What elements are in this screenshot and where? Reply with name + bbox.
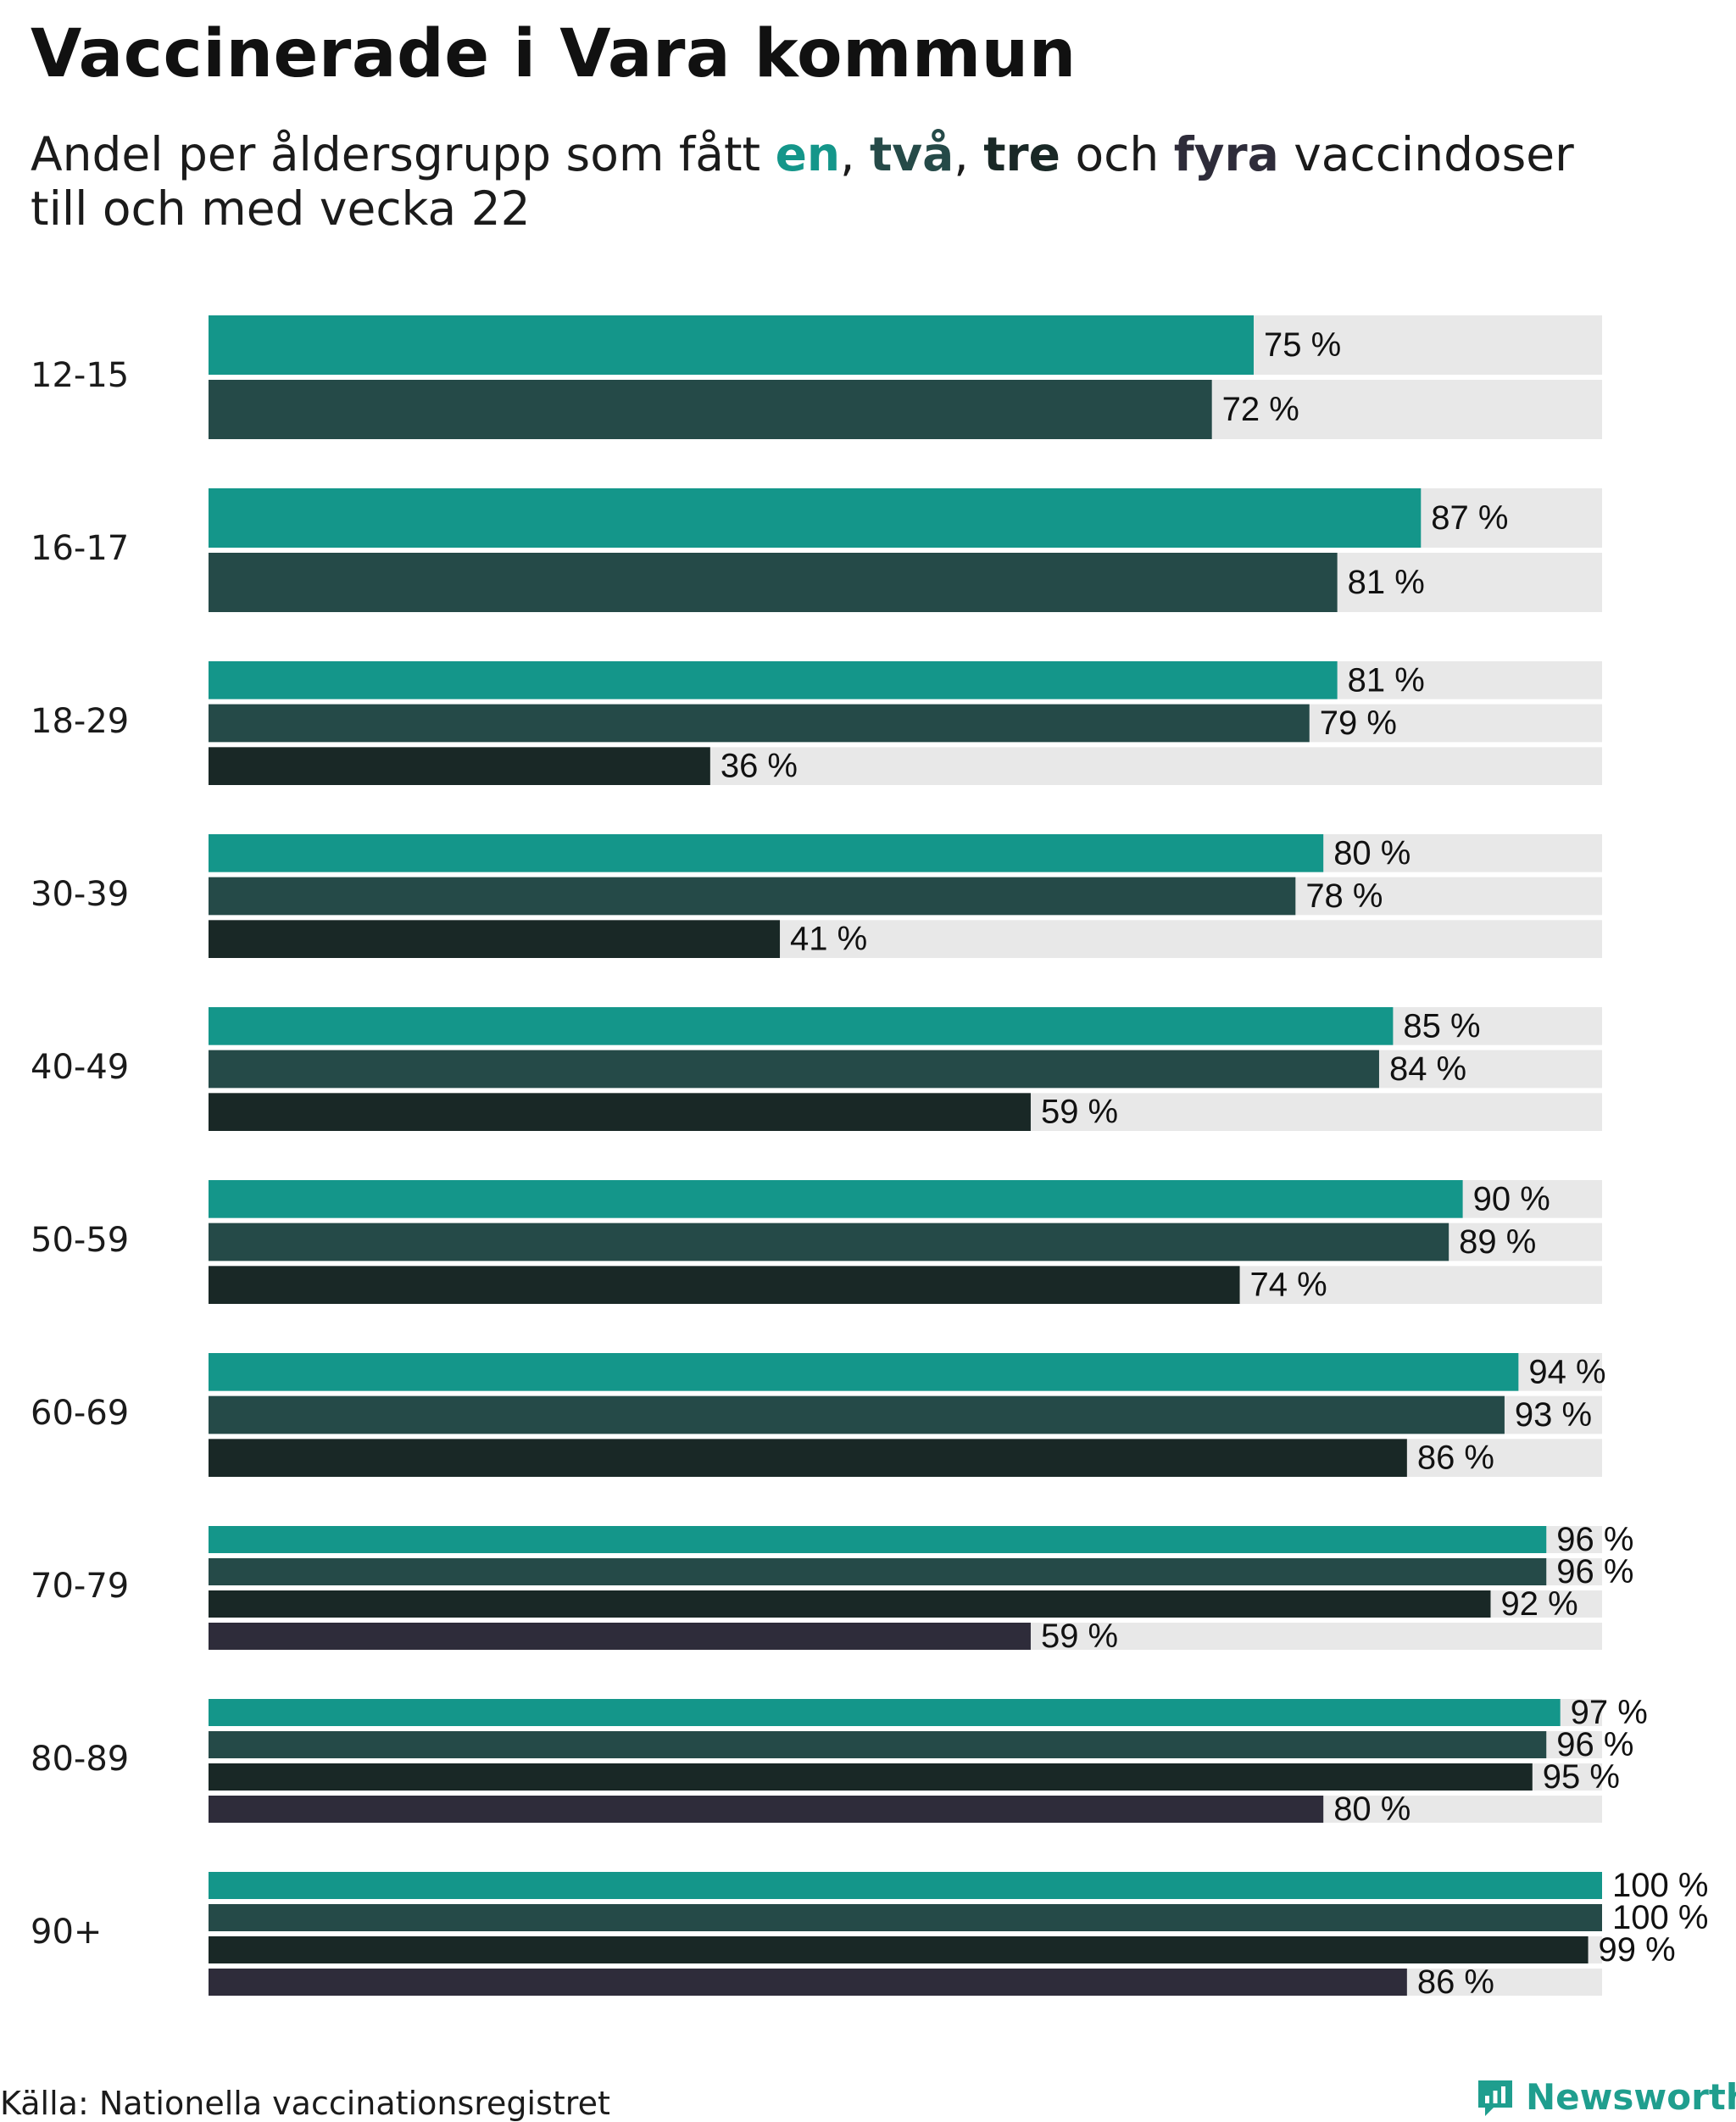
bar-12-15-en (209, 315, 1254, 375)
data-label-18-29-två: 79 % (1320, 705, 1397, 742)
bar-group-60-69: 60-69 94 % 93 % 86 % (31, 1353, 1606, 1477)
data-label-40-49-en: 85 % (1403, 1007, 1480, 1044)
category-label-12-15: 12-15 (31, 356, 129, 395)
bar-80-89-fyra (209, 1796, 1324, 1823)
data-label-60-69-två: 93 % (1515, 1396, 1592, 1434)
data-label-18-29-en: 81 % (1348, 661, 1425, 699)
data-label-90-två: 100 % (1612, 1899, 1708, 1936)
bar-30-39-en (209, 834, 1324, 872)
data-label-80-89-två: 96 % (1556, 1726, 1633, 1763)
legend-key-tre: tre (983, 127, 1060, 181)
data-label-16-17-en: 87 % (1431, 499, 1508, 537)
bar-40-49-en (209, 1007, 1394, 1045)
bar-12-15-två (209, 380, 1212, 439)
bar-30-39-tre (209, 920, 781, 958)
chart-subtitle: Andel per åldersgrupp som fått en, två, … (31, 127, 1574, 236)
subtitle-suffix: vaccindoser (1278, 127, 1574, 181)
subtitle-separator: , (954, 127, 984, 181)
bar-50-59-tre (209, 1266, 1240, 1304)
data-label-70-79-tre: 92 % (1500, 1585, 1577, 1623)
data-label-90-fyra: 86 % (1417, 1963, 1494, 2001)
chart-title: Vaccinerade i Vara kommun (31, 16, 1077, 92)
category-label-80-89: 80-89 (31, 1740, 129, 1779)
data-label-60-69-tre: 86 % (1417, 1440, 1494, 1477)
data-label-18-29-tre: 36 % (721, 748, 798, 785)
subtitle-line-2: till och med vecka 22 (31, 181, 531, 236)
bar-50-59-en (209, 1180, 1463, 1218)
data-label-90-tre: 99 % (1599, 1931, 1676, 1969)
source-note: Källa: Nationella vaccinationsregistret (0, 2085, 610, 2122)
category-label-70-79: 70-79 (31, 1567, 129, 1606)
data-label-90-en: 100 % (1612, 1867, 1708, 1904)
bar-group-16-17: 16-17 87 %81 % (31, 488, 1602, 612)
category-label-30-39: 30-39 (31, 875, 129, 914)
bar-16-17-en (209, 488, 1422, 548)
data-label-60-69-en: 94 % (1528, 1353, 1605, 1390)
bar-group-18-29: 18-29 81 % 79 % 36 % (31, 661, 1602, 785)
bar-group-50-59: 50-59 90 % 89 % 74 % (31, 1180, 1602, 1304)
legend-key-fyra: fyra (1173, 127, 1279, 181)
data-label-50-59-en: 90 % (1473, 1180, 1550, 1217)
data-label-30-39-två: 78 % (1305, 877, 1383, 915)
bar-group-90: 90+100 %100 %99 %86 % (31, 1867, 1708, 2001)
data-label-12-15-en: 75 % (1264, 326, 1341, 364)
bar-70-79-en (209, 1526, 1547, 1553)
bar-group-80-89: 80-89 97 %96 %95 % 80 % (31, 1694, 1648, 1828)
bar-group-40-49: 40-49 85 % 84 % 59 % (31, 1007, 1602, 1131)
data-label-80-89-tre: 95 % (1543, 1758, 1620, 1796)
data-label-50-59-tre: 74 % (1250, 1267, 1327, 1304)
bar-80-89-två (209, 1731, 1547, 1758)
bar-16-17-två (209, 553, 1338, 612)
bar-80-89-en (209, 1699, 1561, 1726)
data-label-80-89-en: 97 % (1571, 1694, 1648, 1731)
subtitle-prefix: Andel per åldersgrupp som fått (31, 127, 776, 181)
bar-70-79-två (209, 1558, 1547, 1585)
data-label-50-59-två: 89 % (1459, 1223, 1536, 1261)
bar-40-49-två (209, 1050, 1379, 1089)
legend-key-en: en (775, 127, 841, 181)
data-label-40-49-tre: 59 % (1041, 1094, 1118, 1131)
data-label-40-49-två: 84 % (1389, 1050, 1466, 1088)
data-label-30-39-en: 80 % (1333, 834, 1410, 872)
data-label-80-89-fyra: 80 % (1333, 1791, 1410, 1828)
category-label-16-17: 16-17 (31, 529, 129, 568)
bar-80-89-tre (209, 1763, 1533, 1791)
bar-90-fyra (209, 1969, 1407, 1996)
data-label-12-15-två: 72 % (1222, 391, 1299, 428)
bar-18-29-två (209, 704, 1310, 743)
bar-50-59-två (209, 1223, 1449, 1262)
category-label-60-69: 60-69 (31, 1394, 129, 1433)
bar-70-79-tre (209, 1590, 1491, 1618)
bar-60-69-en (209, 1353, 1519, 1391)
data-label-30-39-tre: 41 % (790, 921, 867, 958)
newsworthy-logo-icon (1478, 2080, 1512, 2116)
data-label-70-79-två: 96 % (1556, 1553, 1633, 1590)
bar-60-69-två (209, 1395, 1505, 1434)
brand[interactable]: Newsworthy (1475, 2077, 1736, 2118)
category-label-18-29: 18-29 (31, 702, 129, 741)
category-label-40-49: 40-49 (31, 1048, 129, 1087)
bar-group-12-15: 12-15 75 % 72 % (31, 315, 1602, 439)
data-label-70-79-fyra: 59 % (1041, 1618, 1118, 1655)
bar-90-en (209, 1872, 1602, 1899)
brand-name: Newsworthy (1526, 2076, 1736, 2118)
category-label-50-59: 50-59 (31, 1221, 129, 1260)
bar-60-69-tre (209, 1439, 1407, 1477)
data-label-16-17-två: 81 % (1348, 564, 1425, 601)
category-label-90: 90+ (31, 1913, 102, 1952)
bar-18-29-tre (209, 747, 710, 785)
bar-90-två (209, 1904, 1602, 1931)
bar-40-49-tre (209, 1093, 1031, 1131)
bar-90-tre (209, 1936, 1589, 1963)
bar-group-30-39: 30-39 80 % 78 % 41 % (31, 834, 1602, 958)
subtitle-separator: , (840, 127, 871, 181)
data-label-70-79-en: 96 % (1556, 1521, 1633, 1558)
bar-30-39-två (209, 877, 1296, 916)
legend-key-tva: två (870, 127, 954, 181)
bar-18-29-en (209, 661, 1338, 699)
subtitle-separator: och (1060, 127, 1174, 181)
bar-70-79-fyra (209, 1623, 1031, 1650)
